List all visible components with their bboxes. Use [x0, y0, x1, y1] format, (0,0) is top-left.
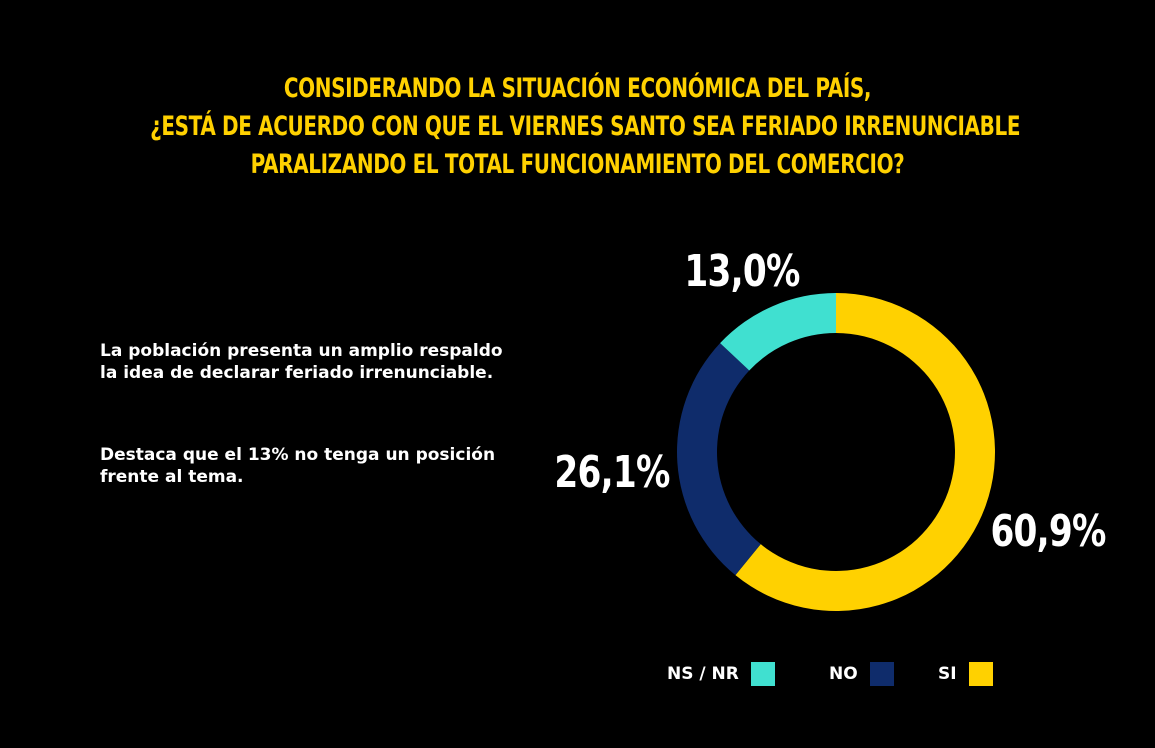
- legend-label-no: NO: [829, 664, 858, 684]
- legend-item-no: NO: [829, 661, 894, 687]
- chart-title: CONSIDERANDO LA SITUACIÓN ECONÓMICA DEL …: [150, 70, 1021, 184]
- title-line-3: PARALIZANDO EL TOTAL FUNCIONAMIENTO DEL …: [250, 149, 905, 180]
- legend-label-ns-nr: NS / NR: [667, 664, 739, 684]
- insight-paragraph-1: La población presenta un amplio respaldo…: [100, 341, 503, 383]
- value-label-si: 60,9%: [990, 506, 1105, 557]
- title-line-1: CONSIDERANDO LA SITUACIÓN ECONÓMICA DEL …: [283, 73, 872, 104]
- legend-label-si: SI: [938, 664, 957, 684]
- title-line-2: ¿ESTÁ DE ACUERDO CON QUE EL VIERNES SANT…: [150, 111, 1021, 142]
- legend-swatch-ns-nr: [750, 662, 775, 686]
- legend-item-si: SI: [938, 661, 993, 687]
- value-label-ns-nr: 13,0%: [684, 246, 799, 297]
- legend-item-ns-nr: NS / NR: [667, 661, 775, 687]
- slice-ns-nr: [720, 293, 836, 371]
- legend-swatch-no: [869, 662, 894, 686]
- slice-si: [735, 293, 995, 611]
- legend-swatch-si: [968, 662, 993, 686]
- insight-paragraph-2: Destaca que el 13% no tenga un posición …: [100, 445, 496, 487]
- value-label-no: 26,1%: [554, 447, 669, 498]
- slice-no: [677, 343, 761, 576]
